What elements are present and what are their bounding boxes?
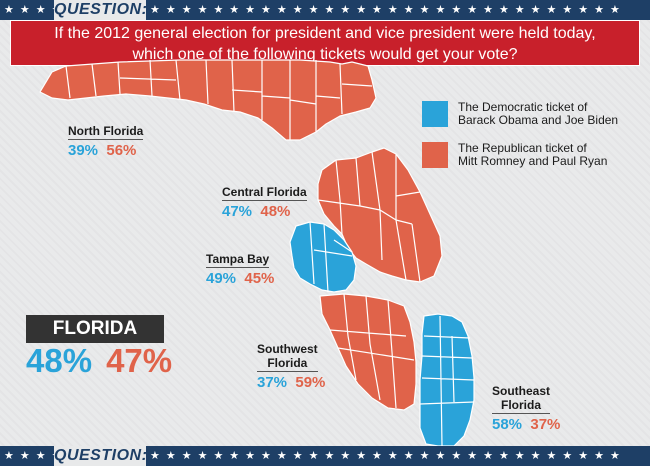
southeast-florida-obama-pct: 58% [492, 416, 523, 433]
southeast-florida-region [419, 313, 475, 447]
stars-right-bottom: ★★★★★★★★★★★★★★★★★★★★★★★★★★★★★★ [150, 450, 626, 462]
southwest-florida-obama-pct: 37% [257, 374, 288, 391]
statewide-obama-pct: 48% [26, 342, 93, 379]
legend-republican-text: The Republican ticket of Mitt Romney and… [458, 142, 650, 168]
southwest-florida-label: Southwest Florida 37% 59% [257, 342, 325, 391]
southeast-florida-label: Southeast Florida 58% 37% [492, 384, 560, 433]
statewide-results: 48% 47% [26, 342, 186, 380]
southwest-florida-romney-pct: 59% [295, 374, 326, 391]
statewide-romney-pct: 47% [106, 342, 173, 379]
southwest-florida-region [319, 293, 417, 411]
question-line-1: If the 2012 general election for preside… [54, 25, 596, 42]
central-florida-name: Central Florida [222, 185, 307, 201]
tampa-bay-obama-pct: 49% [206, 270, 237, 287]
legend-democratic-line-1: The Democratic ticket of [458, 100, 588, 114]
tampa-bay-romney-pct: 45% [244, 270, 275, 287]
democratic-swatch [422, 101, 448, 127]
legend-democratic-text: The Democratic ticket of Barack Obama an… [458, 101, 650, 127]
question-line-2: which one of the following tickets would… [132, 46, 518, 63]
question-label: QUESTION: [54, 0, 148, 20]
legend-democratic-line-2: Barack Obama and Joe Biden [458, 113, 619, 127]
central-florida-obama-pct: 47% [222, 203, 253, 220]
tampa-bay-name: Tampa Bay [206, 252, 270, 268]
southwest-florida-name: Southwest Florida [257, 342, 318, 372]
stars-right: ★★★★★★★★★★★★★★★★★★★★★★★★★★★★★★ [150, 4, 626, 16]
statewide-title: FLORIDA [26, 315, 164, 343]
tampa-bay-label: Tampa Bay 49% 45% [206, 250, 274, 287]
southeast-florida-name-line-2: Florida [501, 398, 542, 412]
question-bar-bottom: ★★★★★ QUESTION: ★★★★★★★★★★★★★★★★★★★★★★★★… [0, 446, 650, 466]
question-bar-top: ★★★★★ QUESTION: ★★★★★★★★★★★★★★★★★★★★★★★★… [0, 0, 650, 20]
southeast-florida-name: Southeast Florida [492, 384, 551, 414]
southwest-florida-name-line-2: Florida [267, 356, 308, 370]
legend-republican-line-2: Mitt Romney and Paul Ryan [458, 154, 608, 168]
north-florida-obama-pct: 39% [68, 142, 99, 159]
legend-republican-line-1: The Republican ticket of [458, 141, 587, 155]
southwest-florida-name-line-1: Southwest [257, 342, 318, 356]
southeast-florida-romney-pct: 37% [530, 416, 561, 433]
question-label-bottom: QUESTION: [54, 446, 148, 466]
republican-swatch [422, 142, 448, 168]
tampa-bay-region [289, 221, 357, 293]
southeast-florida-name-line-1: Southeast [492, 384, 551, 398]
central-florida-romney-pct: 48% [260, 203, 291, 220]
north-florida-label: North Florida 39% 56% [68, 122, 144, 159]
north-florida-romney-pct: 56% [106, 142, 137, 159]
north-florida-name: North Florida [68, 124, 144, 140]
central-florida-label: Central Florida 47% 48% [222, 183, 307, 220]
